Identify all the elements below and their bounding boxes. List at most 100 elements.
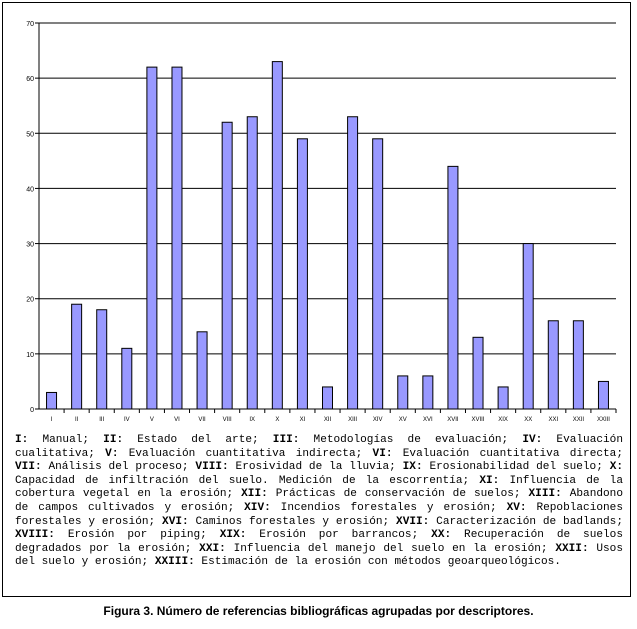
- x-tick-label: XX: [524, 417, 532, 423]
- legend-description: Influencia de la cobertura vegetal en la…: [15, 474, 623, 501]
- legend-code: XXI:: [199, 542, 226, 555]
- legend-description: Caminos forestales y erosión;: [188, 515, 397, 528]
- legend-description: Incendios forestales y erosión;: [270, 501, 507, 514]
- legend-code: I:: [15, 434, 29, 446]
- legend-description: Abandono de campos cultivados y erosión;: [15, 488, 624, 514]
- legend-description: Estimación de la erosión con métodos geo…: [194, 556, 561, 569]
- x-tick-label: XIX: [498, 417, 508, 423]
- legend-code: XX:: [431, 529, 452, 542]
- legend-code: XXIII:: [154, 556, 195, 569]
- x-tick-label: XXII: [573, 417, 585, 423]
- x-tick-label: XIV: [373, 417, 383, 423]
- x-tick-label: XXI: [548, 417, 558, 423]
- legend-code: III:: [272, 434, 300, 446]
- legend-code: XI:: [479, 474, 500, 487]
- legend-description: Repoblaciones forestales y erosión;: [15, 501, 623, 528]
- legend-description: Evaluación cuantitativa indirecta;: [118, 447, 373, 460]
- legend-description: Prácticas de conservación de suelos;: [267, 488, 529, 501]
- x-tick-label: I: [51, 417, 53, 423]
- y-tick-label: 20: [26, 297, 34, 304]
- legend-description: Influencia del manejo del suelo en la er…: [225, 542, 556, 555]
- legend-text: I: Manual; II: Estado del arte; III: Met…: [15, 434, 623, 570]
- bar: [397, 375, 409, 410]
- legend-code: XVII:: [396, 515, 430, 528]
- legend-description: Metodologías de evaluación;: [299, 434, 523, 446]
- legend-code: XIV:: [244, 501, 271, 514]
- bar: [422, 375, 434, 410]
- legend-description: Capacidad de infiltración del suelo. Med…: [15, 474, 480, 487]
- x-tick-label: XXIII: [597, 417, 610, 423]
- legend-description: Erosión por barrancos;: [246, 529, 432, 542]
- bar: [146, 66, 158, 410]
- legend-code: XVI:: [162, 515, 189, 528]
- legend-description: Recuperación de suelos degradados por la…: [15, 529, 623, 555]
- x-tick-label: III: [99, 417, 104, 423]
- x-tick-label: XI: [300, 417, 306, 423]
- bar: [347, 116, 359, 410]
- x-tick-label: VIII: [223, 417, 232, 423]
- legend-code: IX:: [402, 461, 423, 474]
- legend-description: Estado del arte;: [123, 434, 273, 446]
- legend-description: Usos del suelo y erosión;: [15, 542, 623, 569]
- y-tick-label: 30: [26, 242, 34, 249]
- x-tick-label: VII: [198, 417, 206, 423]
- bar: [497, 386, 509, 410]
- bar: [46, 391, 58, 410]
- bar: [522, 243, 534, 410]
- legend-code: X:: [609, 461, 624, 474]
- legend-description: Caracterización de badlands;: [429, 515, 623, 528]
- bar: [547, 320, 559, 410]
- figure-frame: 0 10 20 30 40 50 60 70 I II III IV V VI VII VIII IX X XI XI…: [2, 2, 631, 597]
- y-tick-label: 10: [26, 352, 34, 359]
- x-tick-label: II: [75, 417, 79, 423]
- legend-code: XVIII:: [15, 529, 55, 542]
- legend-code: VIII:: [195, 461, 229, 474]
- y-tick-label: 0: [30, 407, 34, 414]
- x-tick-label: XIII: [348, 417, 357, 423]
- legend-description: Manual;: [28, 434, 104, 446]
- bar: [221, 121, 233, 410]
- x-tick-label: XII: [324, 417, 332, 423]
- x-tick-label: XVI: [423, 417, 433, 423]
- legend-code: V:: [105, 447, 119, 460]
- legend-code: II:: [103, 434, 124, 446]
- x-tick-label: IV: [124, 417, 130, 423]
- legend-description: Erosionabilidad del suelo;: [422, 461, 610, 474]
- bar: [597, 380, 609, 410]
- bar: [246, 116, 258, 410]
- legend-code: XIX:: [219, 529, 247, 542]
- bar: [372, 138, 384, 410]
- legend-code: IV:: [522, 434, 543, 446]
- legend-code: XIII:: [528, 488, 562, 501]
- bar: [322, 386, 333, 410]
- bar: [271, 61, 283, 410]
- legend-description: Erosión por piping;: [54, 529, 220, 542]
- legend-description: Análisis del proceso;: [41, 461, 196, 474]
- legend-description: Evaluación cualitativa;: [15, 434, 623, 460]
- y-tick-label: 40: [26, 186, 34, 193]
- legend-description: Erosividad de la lluvia;: [228, 461, 403, 474]
- x-tick-label: XV: [399, 417, 407, 423]
- bar: [296, 138, 308, 410]
- x-tick-label: XVII: [447, 417, 459, 423]
- legend-code: VII:: [15, 461, 42, 474]
- y-tick-label: 70: [26, 21, 34, 28]
- bar: [71, 303, 83, 410]
- x-tick-label: VI: [174, 417, 180, 423]
- legend-description: Evaluación cuantitativa directa;: [392, 447, 623, 460]
- legend-code: VI:: [372, 447, 393, 460]
- bar: [96, 309, 108, 410]
- x-tick-label: X: [275, 417, 279, 423]
- legend-code: XII:: [241, 488, 268, 501]
- bar: [472, 336, 484, 410]
- bar: [121, 347, 133, 410]
- bar: [171, 66, 183, 410]
- legend-code: XXII:: [555, 542, 589, 555]
- figure-caption: Figura 3. Número de referencias bibliogr…: [103, 604, 534, 618]
- bar: [447, 165, 459, 410]
- bar: [572, 320, 584, 410]
- bar: [196, 331, 208, 410]
- x-tick-label: XVIII: [472, 417, 485, 423]
- x-tick-label: IX: [249, 417, 255, 423]
